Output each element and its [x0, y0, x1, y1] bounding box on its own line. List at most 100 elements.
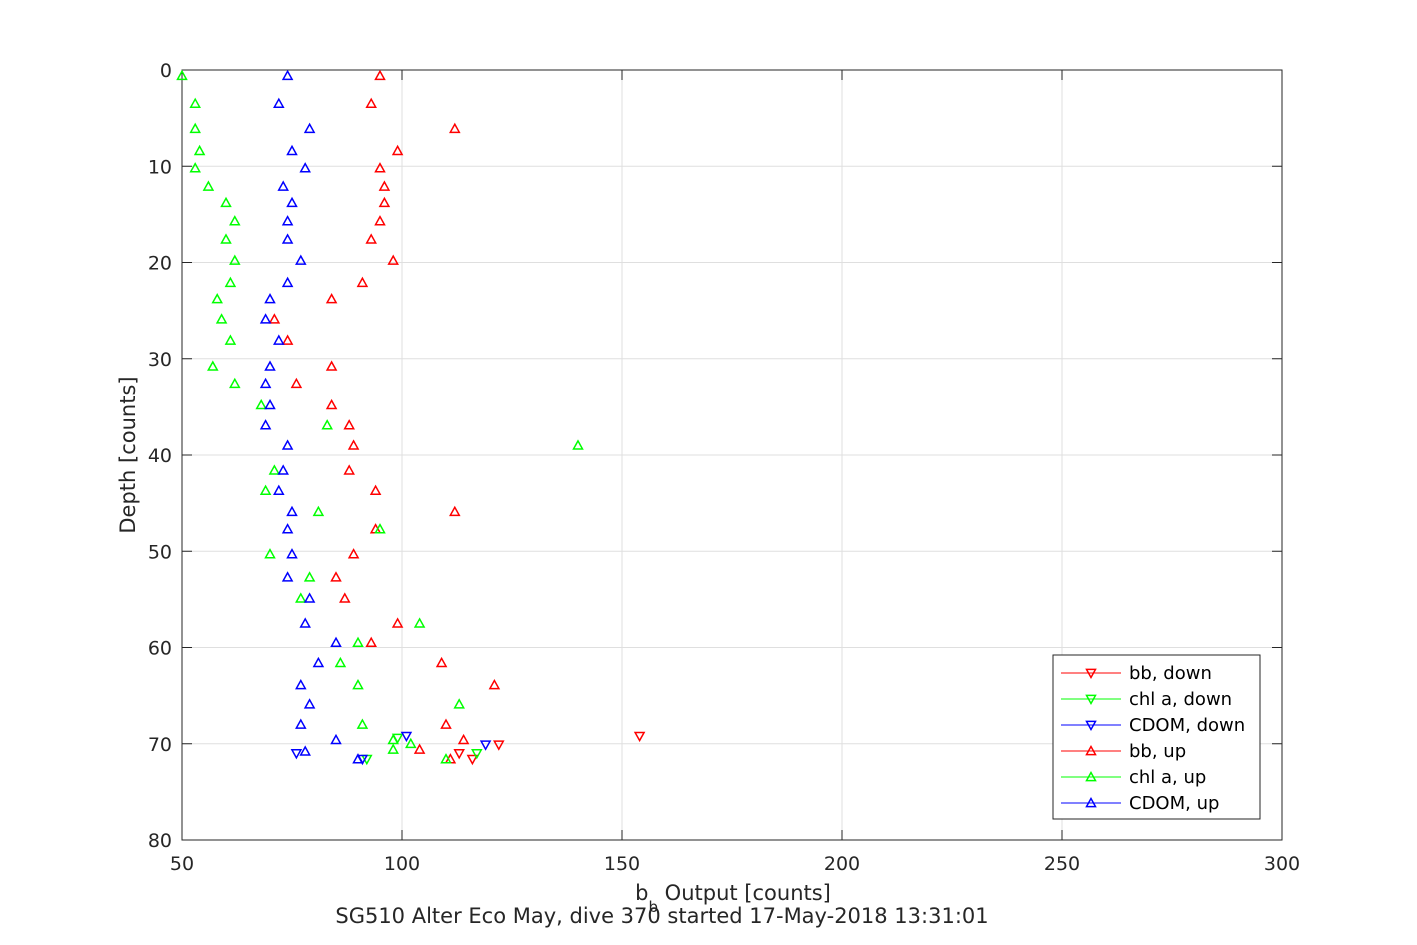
data-point [268, 464, 281, 475]
data-point [281, 334, 294, 345]
data-point [264, 360, 276, 371]
data-point [295, 254, 307, 265]
legend-label: CDOM, up [1129, 793, 1219, 814]
legend-label: chl a, up [1129, 767, 1206, 788]
data-point [281, 439, 294, 450]
data-point [264, 293, 276, 304]
data-point [299, 162, 311, 173]
data-point [290, 749, 303, 760]
series-chl-a-up [176, 69, 584, 764]
data-point [312, 505, 325, 517]
data-point [339, 592, 351, 603]
legend-marker [1085, 796, 1097, 808]
data-point [215, 313, 228, 324]
data-point [189, 97, 201, 109]
data-point [268, 313, 281, 324]
y-tick-label: 50 [148, 541, 172, 563]
data-point [488, 678, 501, 690]
data-point [493, 740, 505, 751]
y-tick-label: 80 [148, 830, 172, 852]
data-point [299, 745, 311, 756]
data-point [277, 180, 289, 191]
data-point [202, 180, 215, 191]
data-point [189, 162, 201, 173]
data-point [334, 656, 347, 668]
data-point [466, 754, 479, 766]
data-point [374, 69, 386, 81]
x-tick-label: 250 [1044, 853, 1080, 875]
legend-item-bb-up: bb, up [1061, 741, 1186, 762]
x-tick-label: 100 [384, 853, 420, 875]
x-axis-label: bb Output [counts] [635, 881, 831, 916]
data-point [229, 254, 241, 265]
data-point [193, 144, 206, 156]
data-point [400, 731, 413, 743]
series-bb-down [453, 731, 646, 766]
data-point [321, 419, 333, 430]
axis-ticks: 50 100 150 200 250 300 0 10 20 30 40 50 60 70 80 [148, 60, 1300, 875]
data-point [347, 439, 360, 450]
x-axis-label-subscript: b [648, 898, 658, 916]
data-point [378, 180, 391, 191]
legend-item-chl-a-up: chl a, up [1061, 767, 1206, 788]
data-point [374, 215, 386, 226]
data-point [352, 636, 364, 648]
data-point [387, 743, 399, 754]
data-point [303, 592, 316, 603]
data-point [259, 484, 272, 495]
data-point [343, 419, 355, 430]
y-tick-label: 20 [148, 253, 172, 275]
data-markers [176, 69, 646, 766]
data-point [207, 360, 219, 371]
y-tick-label: 40 [148, 445, 172, 467]
data-point [325, 293, 338, 304]
data-point [295, 718, 307, 729]
y-tick-label: 0 [160, 60, 172, 82]
data-point [229, 377, 241, 389]
x-axis-label-base: b [635, 881, 648, 905]
data-point [440, 718, 452, 729]
data-point [325, 360, 338, 371]
data-point [229, 215, 241, 226]
data-point [572, 439, 584, 450]
legend-label: CDOM, down [1129, 715, 1245, 736]
legend-label: chl a, down [1129, 689, 1232, 710]
data-point [325, 398, 338, 410]
data-point [281, 523, 294, 534]
data-point [369, 484, 382, 495]
data-point [281, 215, 294, 226]
data-point [352, 678, 364, 690]
legend: bb, down chl a, down CDOM, down bb, up chl a… [1052, 654, 1261, 820]
data-point [259, 419, 272, 430]
series-cdom-up [259, 69, 364, 764]
y-axis-label: Depth [counts] [116, 376, 140, 533]
data-point [176, 69, 188, 81]
data-point [413, 617, 426, 628]
y-tick-label: 60 [148, 638, 172, 660]
data-point [295, 592, 307, 603]
x-tick-label: 300 [1264, 853, 1300, 875]
legend-box [1052, 654, 1261, 820]
data-point [264, 548, 276, 559]
data-point [286, 505, 298, 517]
data-point [295, 678, 307, 690]
data-point [277, 464, 289, 475]
x-axis-label-rest: Output [counts] [658, 881, 831, 905]
data-point [633, 731, 646, 743]
data-point [224, 276, 237, 288]
legend-item-chl-a-down: chl a, down [1061, 689, 1232, 710]
data-point [286, 144, 298, 156]
data-point [374, 523, 386, 534]
legend-marker [1085, 668, 1097, 680]
data-point [435, 656, 448, 668]
data-point [453, 698, 465, 709]
data-point [211, 293, 223, 304]
data-point [347, 548, 360, 559]
data-point [457, 733, 470, 745]
data-point [471, 749, 483, 760]
data-point [391, 617, 404, 628]
legend-item-bb-down: bb, down [1061, 663, 1212, 684]
legend-marker [1085, 720, 1097, 732]
data-point [453, 749, 465, 760]
